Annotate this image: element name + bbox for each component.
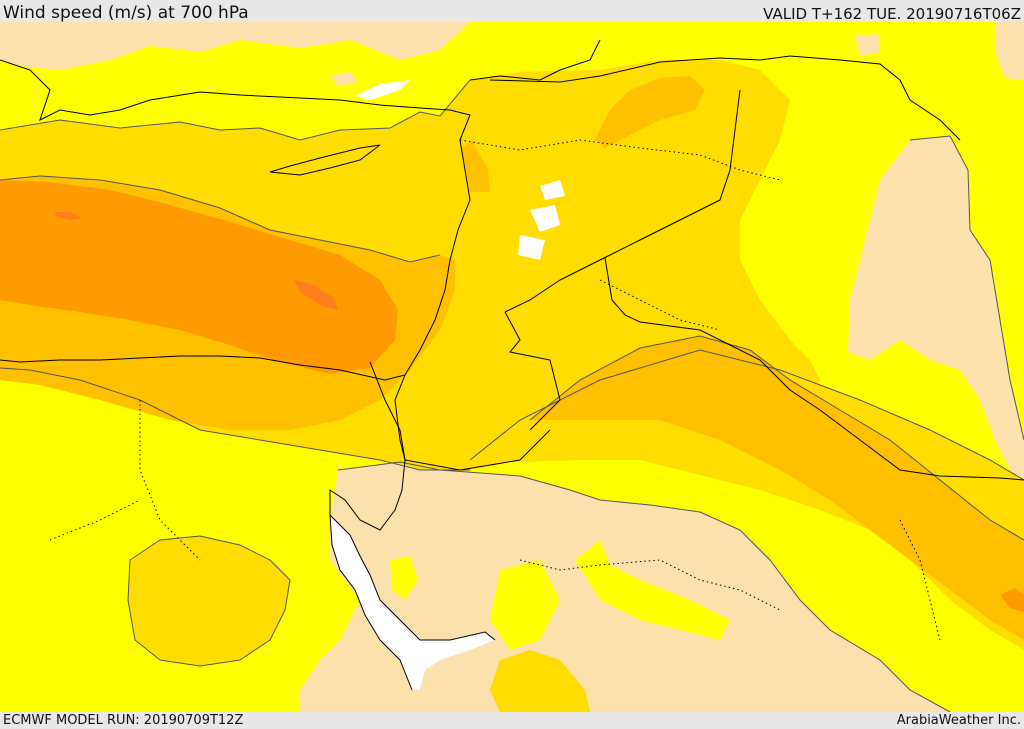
band-yellow-red-sea <box>390 556 418 600</box>
coastlines <box>0 39 601 691</box>
map-line-segment <box>329 374 496 641</box>
band-tan-small-1 <box>330 72 358 86</box>
band-orange-northern <box>595 76 705 148</box>
band-tan-north-turkey <box>0 22 470 70</box>
red-sea-white <box>330 515 495 690</box>
band-orange-southeast <box>530 336 1024 640</box>
map-line-segment <box>489 55 961 141</box>
band-dark-orange-southeast <box>1000 588 1024 612</box>
band-orange-lebanon <box>462 140 490 192</box>
white-north-2 <box>540 180 565 200</box>
map-line-segment <box>504 311 561 431</box>
band-yellow-arabia-2 <box>490 560 560 650</box>
valid-time-label: VALID T+162 TUE. 20190716T06Z <box>763 5 1021 23</box>
map-line-segment <box>0 59 471 381</box>
contour-lines <box>0 79 1024 712</box>
border-lines <box>49 139 941 641</box>
map-line-segment <box>504 89 741 313</box>
credit-label: ArabiaWeather Inc. <box>896 713 1021 728</box>
admin-lines <box>369 55 1024 481</box>
map-line-segment <box>369 361 551 471</box>
band-gold-arabia-south <box>490 650 590 712</box>
band-deep-orange-1 <box>294 280 338 310</box>
map-line-segment <box>127 535 291 667</box>
map-line-segment <box>469 39 601 81</box>
map-line-segment <box>529 335 1024 541</box>
map-line-segment <box>0 79 471 141</box>
map-line-segment <box>337 461 951 712</box>
header-bar: Wind speed (m/s) at 700 hPa VALID T+162 … <box>0 0 1024 23</box>
map-line-segment <box>604 257 1024 481</box>
map-line-segment <box>329 514 413 691</box>
band-gold-south-east <box>470 350 1024 650</box>
footer-bar: ECMWF MODEL RUN: 20190709T12Z ArabiaWeat… <box>0 712 1024 729</box>
white-sea-of-galilee <box>518 235 545 260</box>
map-line-segment <box>909 135 1024 441</box>
map-canvas <box>0 22 1024 712</box>
map-line-segment <box>519 559 781 611</box>
wind-speed-map <box>0 22 1024 712</box>
band-dark-orange-core <box>0 180 398 374</box>
band-tan-east <box>848 136 1024 480</box>
model-run-label: ECMWF MODEL RUN: 20190709T12Z <box>3 713 244 728</box>
band-tan-small-2 <box>855 34 880 56</box>
white-north-1 <box>355 80 410 100</box>
band-yellow-arabia-1 <box>575 540 730 640</box>
map-line-segment <box>0 367 470 471</box>
map-title: Wind speed (m/s) at 700 hPa <box>3 3 249 23</box>
map-line-segment <box>269 144 381 176</box>
white-north-3 <box>530 205 560 232</box>
band-tan-northeast <box>995 22 1024 80</box>
map-line-segment <box>0 175 441 263</box>
band-deep-orange-2 <box>54 212 82 220</box>
band-gold-egypt <box>128 536 290 666</box>
